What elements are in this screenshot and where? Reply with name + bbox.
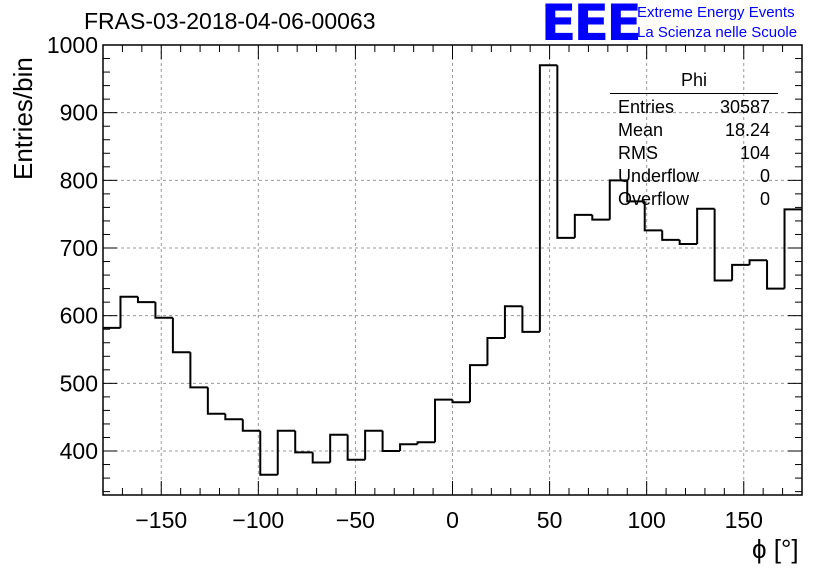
stats-value: 18.24 <box>724 120 770 140</box>
histogram-bin <box>451 399 470 404</box>
histogram-bin <box>556 65 575 239</box>
eee-logo-line2: La Scienza nelle Scuole <box>637 24 798 41</box>
x-tick-label: −50 <box>336 507 375 533</box>
y-tick-label: 900 <box>60 100 98 126</box>
y-tick-label: 800 <box>60 167 98 193</box>
stats-label: Underflow <box>618 166 700 186</box>
histogram-bin <box>171 317 191 354</box>
histogram-bin <box>434 398 453 443</box>
stats-label: Entries <box>618 97 675 117</box>
histogram-bin <box>748 259 768 265</box>
histogram-bin <box>154 302 173 319</box>
stats-label: Mean <box>618 120 664 140</box>
stats-value: 104 <box>739 143 770 163</box>
stats-row-underflow: Underflow 0 <box>610 165 778 188</box>
histogram-bin <box>626 180 645 203</box>
stats-label: Overflow <box>618 189 690 209</box>
histogram-bin <box>224 413 243 421</box>
x-axis-label: ϕ [°] <box>752 534 799 564</box>
stats-name: Phi <box>610 70 778 94</box>
histogram-bin <box>468 364 488 403</box>
y-tick-label: 400 <box>60 438 98 464</box>
histogram-bin <box>573 213 593 238</box>
x-tick-label: 50 <box>537 507 563 533</box>
stats-box: Phi Entries 30587 Mean 18.24 RMS 104 Und… <box>610 70 778 211</box>
x-tick-label: −100 <box>232 507 284 533</box>
histogram-bin <box>364 429 383 460</box>
histogram-bin <box>259 430 278 476</box>
stats-label: RMS <box>618 143 658 163</box>
x-tick-label: 100 <box>627 507 665 533</box>
stats-value: 0 <box>759 189 770 209</box>
histogram-bin <box>189 352 208 389</box>
y-tick-label: 700 <box>60 235 98 261</box>
histogram-bin <box>503 305 523 339</box>
histogram-bin <box>381 430 401 453</box>
x-tick-label: 150 <box>725 507 763 533</box>
histogram-bin <box>329 433 348 463</box>
y-tick-label: 600 <box>60 303 98 329</box>
histogram-bin <box>346 434 366 461</box>
histogram-bin <box>119 295 138 328</box>
chart-title: FRAS-03-2018-04-06-00063 <box>84 8 376 34</box>
histogram-bin <box>136 296 156 304</box>
histogram-bin <box>294 430 313 454</box>
histogram-bin <box>713 208 733 282</box>
x-tick-label: 0 <box>446 507 459 533</box>
histogram-bin <box>696 207 715 244</box>
histogram-bin <box>731 263 750 281</box>
y-axis-label: Entries/bin <box>8 57 38 180</box>
eee-logo-line1: Extreme Energy Events <box>637 4 795 21</box>
x-tick-label: −150 <box>135 507 187 533</box>
histogram-bin <box>643 201 663 232</box>
histogram-bin <box>783 208 802 289</box>
histogram-bin <box>241 419 261 432</box>
stats-value: 0 <box>759 166 770 186</box>
histogram-bin <box>766 260 785 290</box>
eee-logo-mark: EEE <box>540 0 642 52</box>
histogram-bin <box>399 443 418 452</box>
stats-row-rms: RMS 104 <box>610 142 778 165</box>
y-tick-label: 1000 <box>47 32 98 58</box>
stats-value: 30587 <box>719 97 770 117</box>
stats-row-overflow: Overflow 0 <box>610 188 778 211</box>
histogram-bin <box>521 306 540 333</box>
stats-row-mean: Mean 18.24 <box>610 119 778 142</box>
stats-row-entries: Entries 30587 <box>610 96 778 119</box>
histogram-bin <box>206 387 226 415</box>
histogram-bin <box>591 214 610 221</box>
histogram-bin <box>276 429 296 475</box>
histogram-bin <box>486 337 505 366</box>
histogram-bin <box>311 452 331 464</box>
histogram-bin <box>416 441 436 445</box>
histogram-bin <box>538 64 558 332</box>
histogram-bin <box>661 230 680 241</box>
histogram-bin <box>678 239 698 245</box>
histogram-bin <box>608 179 628 220</box>
y-tick-label: 500 <box>60 370 98 396</box>
